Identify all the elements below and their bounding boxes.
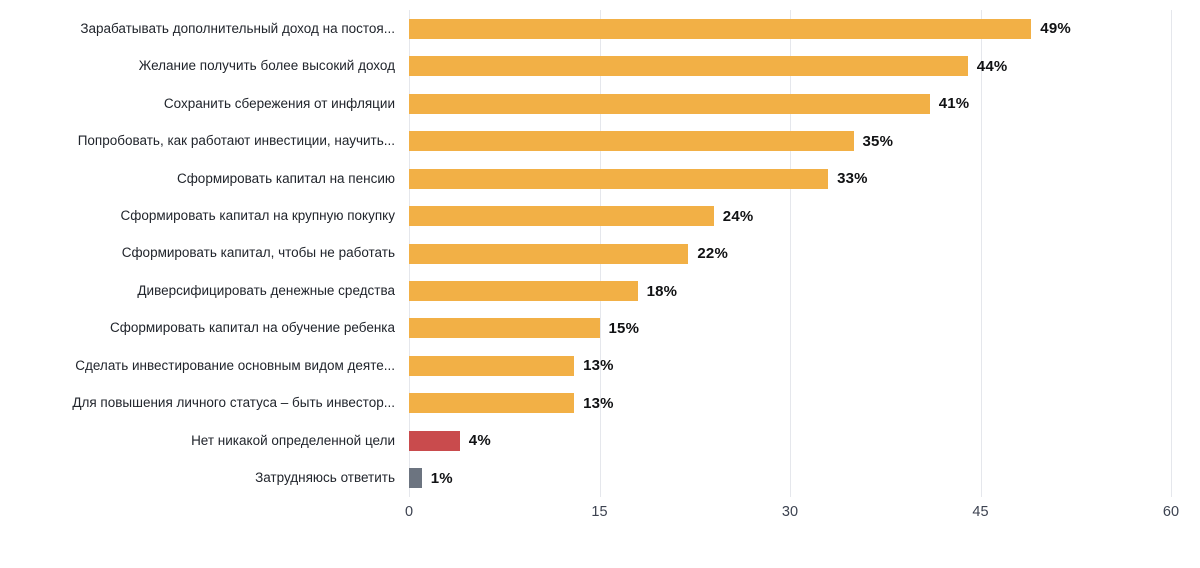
bar [409,281,638,302]
bar-row: Зарабатывать дополнительный доход на пос… [0,10,1200,47]
value-label: 49% [1040,20,1071,38]
x-tick-label: 60 [1162,504,1180,520]
bar-track: 13% [409,393,1171,414]
bar-row: Затрудняюсь ответить 1% [0,460,1200,497]
value-label: 13% [583,357,614,375]
bar-track: 4% [409,430,1171,451]
bar-rows: Зарабатывать дополнительный доход на пос… [0,10,1200,497]
bar [409,430,460,451]
x-tick-label: 15 [591,504,608,520]
category-label: Сохранить сбережения от инфляции [163,95,395,111]
value-label: 13% [583,394,614,412]
bar-track: 24% [409,206,1171,227]
category-label: Для повышения личного статуса – быть инв… [72,395,395,411]
value-label: 4% [468,432,491,450]
x-tick-label: 30 [781,504,799,520]
category-label: Зарабатывать дополнительный доход на пос… [80,20,395,36]
bar-row: Сохранить сбережения от инфляции 41% [0,85,1200,122]
category-label: Попробовать, как работают инвестиции, на… [77,133,395,149]
x-tick-label: 45 [972,504,989,520]
bar-track: 13% [409,355,1171,376]
bar [409,468,422,489]
value-label: 33% [837,170,868,188]
bar [409,131,854,152]
bar-track: 44% [409,56,1171,77]
category-label: Сформировать капитал на пенсию [176,170,395,186]
category-label: Желание получить более высокий доход [138,58,395,74]
category-label: Затрудняюсь ответить [255,470,395,486]
bar-row: Нет никакой определенной цели 4% [0,422,1200,459]
bar-row: Сформировать капитал на пенсию 33% [0,160,1200,197]
category-label: Сформировать капитал на крупную покупку [120,207,395,223]
gridline [980,10,982,497]
value-label: 22% [697,245,729,263]
bar-row: Сформировать капитал на крупную покупку 2… [0,197,1200,234]
value-label: 41% [938,95,970,113]
value-label: 35% [862,132,894,150]
value-label: 18% [646,282,678,300]
bar [409,393,575,414]
gridline [790,10,791,497]
bar [409,206,714,227]
bar [409,243,689,264]
value-label: 44% [976,57,1008,75]
x-tick-label: 0 [404,504,414,520]
bar-track: 18% [409,281,1171,302]
category-label: Сформировать капитал, чтобы не работать [121,245,395,261]
bar-track: 1% [409,468,1171,489]
category-label: Сформировать капитал на обучение ребенка [110,320,395,336]
bar-row: Сделать инвестирование основным видом де… [0,347,1200,384]
value-label: 1% [430,469,453,487]
value-label: 24% [722,207,754,225]
bar-row: Диверсифицировать денежные средства 18% [0,272,1200,309]
value-label: 15% [608,319,640,337]
bar-track: 15% [409,318,1171,339]
bar-row: Сформировать капитал на обучение ребенка… [0,310,1200,347]
bar-row: Для повышения личного статуса – быть инв… [0,385,1200,422]
bar [409,18,1032,39]
gridline [1171,10,1172,497]
bar-track: 41% [409,93,1171,114]
category-label: Диверсифицировать денежные средства [137,282,395,298]
bar [409,168,829,189]
bar [409,56,968,77]
bar [409,93,930,114]
bar-row: Попробовать, как работают инвестиции, на… [0,122,1200,159]
bar-track: 33% [409,168,1171,189]
bar-track: 22% [409,243,1171,264]
x-axis: 0 15 30 45 60 [405,504,1179,526]
bar [409,355,575,376]
bar-row: Желание получить более высокий доход 44% [0,47,1200,84]
category-label: Сделать инвестирование основным видом де… [75,357,395,373]
category-label: Нет никакой определенной цели [191,432,395,448]
bar [409,318,600,339]
bar-track: 49% [409,18,1171,39]
bar-track: 35% [409,131,1171,152]
bar-row: Сформировать капитал, чтобы не работать 2… [0,235,1200,272]
